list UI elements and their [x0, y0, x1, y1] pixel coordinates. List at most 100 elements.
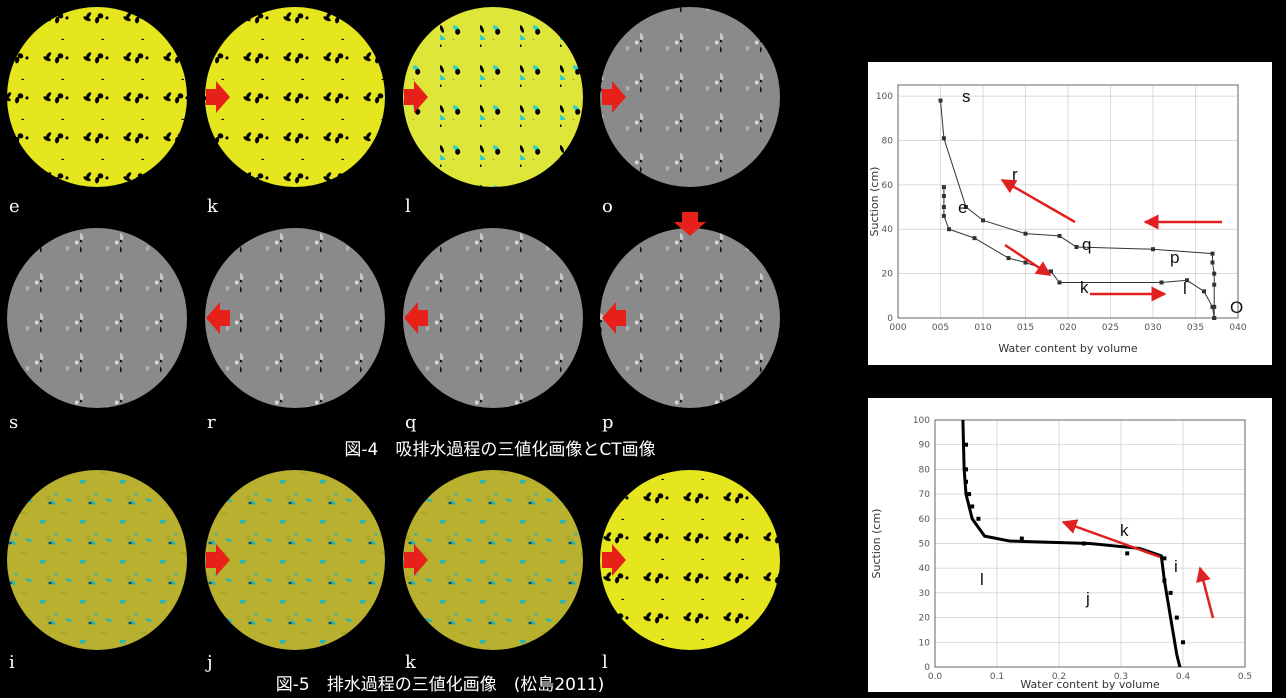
caption: 図-4 吸排水過程の三値化画像とCT画像 [344, 440, 655, 460]
y-tick-label: 30 [919, 589, 931, 599]
x-tick-label: 005 [932, 323, 949, 333]
annotation: j [1085, 589, 1090, 608]
annotation: p [1170, 248, 1179, 267]
data-point [1211, 261, 1215, 265]
y-tick-label: 20 [882, 270, 894, 280]
data-point [964, 480, 968, 484]
ct-image [403, 470, 583, 650]
image-label: l [405, 196, 411, 217]
data-point [1049, 269, 1053, 273]
annotation: l [1183, 279, 1187, 298]
ct-image [403, 7, 583, 187]
x-axis-label: Water content by volume [1020, 678, 1160, 691]
data-point [1202, 289, 1206, 293]
data-point [1075, 245, 1079, 249]
data-point [1211, 252, 1215, 256]
x-tick-label: 0.1 [990, 672, 1004, 682]
data-point [1181, 640, 1185, 644]
annotation: l [980, 570, 984, 589]
image-label: s [9, 412, 18, 433]
data-point [1175, 616, 1179, 620]
image-label: p [602, 412, 614, 433]
data-point [964, 467, 968, 471]
data-point [976, 517, 980, 521]
ct-image [205, 7, 385, 187]
x-tick-label: 035 [1187, 323, 1204, 333]
ct-image [205, 470, 385, 650]
y-tick-label: 100 [913, 416, 930, 426]
y-tick-label: 50 [919, 540, 931, 550]
data-point [942, 136, 946, 140]
ct-image [600, 228, 780, 408]
annotation: s [962, 87, 971, 106]
data-point [967, 492, 971, 496]
x-axis-label: Water content by volume [998, 342, 1138, 355]
data-point [1151, 247, 1155, 251]
ct-image [7, 7, 187, 187]
x-tick-label: 010 [974, 323, 991, 333]
annotation: q [1082, 235, 1091, 254]
data-point [939, 99, 943, 103]
y-tick-label: 20 [919, 614, 931, 624]
annotation: e [958, 198, 967, 217]
annotation: O [1230, 298, 1243, 317]
page: eklosrqpijkl 図-4 吸排水過程の三値化画像とCT画像 図-5 排水… [0, 0, 1286, 698]
data-point [1212, 283, 1216, 287]
x-tick-label: 0.0 [928, 672, 943, 682]
x-tick-label: 0.5 [1238, 672, 1252, 682]
image-label: q [405, 412, 417, 433]
data-point [1212, 272, 1216, 276]
ct-image [205, 228, 385, 408]
ct-image [7, 470, 187, 650]
x-tick-label: 025 [1102, 323, 1119, 333]
y-tick-label: 90 [919, 441, 931, 451]
x-tick-label: 0.4 [1176, 672, 1191, 682]
caption: 図-5 排水過程の三値化画像 (松島2011) [276, 675, 604, 695]
data-point [1169, 591, 1173, 595]
image-label: l [602, 652, 608, 673]
y-tick-label: 70 [919, 490, 931, 500]
data-point [970, 504, 974, 508]
y-tick-label: 40 [882, 225, 894, 235]
y-tick-label: 100 [876, 92, 893, 102]
ct-image [600, 470, 780, 650]
data-point [1058, 280, 1062, 284]
data-point [1160, 280, 1164, 284]
y-tick-label: 40 [919, 564, 931, 574]
data-point [1024, 261, 1028, 265]
annotation: k [1080, 278, 1089, 297]
data-point [942, 185, 946, 189]
y-tick-label: 80 [919, 465, 931, 475]
image-label: o [602, 196, 613, 217]
x-tick-label: 020 [1059, 323, 1076, 333]
y-axis-label: Suction (cm) [868, 167, 881, 237]
x-tick-label: 015 [1017, 323, 1034, 333]
x-tick-label: 000 [889, 323, 906, 333]
data-point [1058, 234, 1062, 238]
data-point [1211, 305, 1215, 309]
data-point [1007, 256, 1011, 260]
x-tick-label: 040 [1229, 323, 1246, 333]
y-tick-label: 60 [919, 515, 931, 525]
image-label: j [205, 652, 213, 673]
y-tick-label: 60 [882, 181, 894, 191]
image-label: i [9, 652, 15, 673]
x-tick-label: 030 [1144, 323, 1161, 333]
data-point [942, 194, 946, 198]
image-label: k [207, 196, 219, 217]
y-tick-label: 10 [919, 638, 931, 648]
image-label: e [9, 196, 20, 217]
data-point [964, 443, 968, 447]
image-label: k [405, 652, 417, 673]
ct-image [7, 228, 187, 408]
data-point [973, 236, 977, 240]
y-axis-label: Suction (cm) [870, 509, 883, 579]
data-point [981, 218, 985, 222]
chart-panel [868, 62, 1272, 365]
annotation: k [1120, 521, 1129, 540]
y-tick-label: 80 [882, 136, 894, 146]
annotation: i [1174, 557, 1178, 576]
data-point [942, 214, 946, 218]
data-point [1212, 316, 1216, 320]
